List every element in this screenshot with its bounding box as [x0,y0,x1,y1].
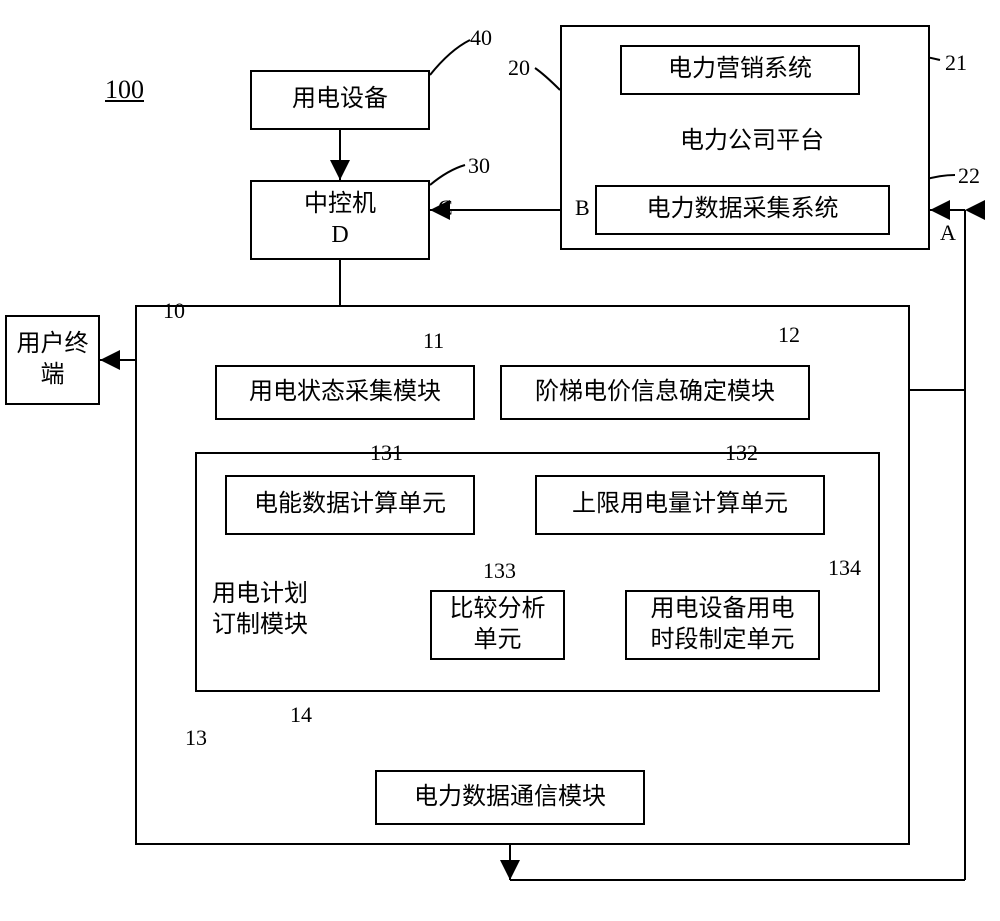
letter-A: A [940,220,956,246]
box-tiered-price-info-label: 阶梯电价信息确定模块 [535,377,775,408]
ref-10: 10 [163,298,185,324]
box-electric-equipment-label: 用电设备 [292,84,388,115]
ref-14: 14 [290,702,312,728]
ref-30: 30 [468,153,490,179]
ref-22: 22 [958,163,980,189]
box-tiered-price-info: 阶梯电价信息确定模块 [500,365,810,420]
box-period-setting-unit-label: 用电设备用电 时段制定单元 [651,594,795,656]
box-upper-limit-calc-unit-label: 上限用电量计算单元 [572,489,788,520]
box-energy-calc-unit: 电能数据计算单元 [225,475,475,535]
box-user-terminal-label: 用户终 端 [17,329,89,391]
ref-131: 131 [370,440,403,466]
box-plan-module-13-label: 用电计划 订制模块 [212,579,308,641]
box-central-controller: 中控机 D [250,180,430,260]
label-platform: 电力公司平台 [680,120,824,155]
ref-13: 13 [185,725,207,751]
box-power-state-collection-label: 用电状态采集模块 [249,377,441,408]
ref-20: 20 [508,55,530,81]
box-upper-limit-calc-unit: 上限用电量计算单元 [535,475,825,535]
box-period-setting-unit: 用电设备用电 时段制定单元 [625,590,820,660]
ref-21: 21 [945,50,967,76]
box-energy-calc-unit-label: 电能数据计算单元 [254,489,446,520]
box-central-controller-label: 中控机 [304,189,376,220]
box-marketing-system: 电力营销系统 [620,45,860,95]
diagram-title: 100 [105,75,144,105]
box-electric-equipment: 用电设备 [250,70,430,130]
box-data-collection-system: 电力数据采集系统 [595,185,890,235]
box-user-terminal: 用户终 端 [5,315,100,405]
box-data-collection-system-label: 电力数据采集系统 [647,194,839,225]
ref-134: 134 [828,555,861,581]
ref-133: 133 [483,558,516,584]
ref-11: 11 [423,328,444,354]
ref-12: 12 [778,322,800,348]
box-data-comm-module-label: 电力数据通信模块 [414,782,606,813]
letter-C: C [438,195,453,221]
box-data-comm-module: 电力数据通信模块 [375,770,645,825]
box-power-state-collection: 用电状态采集模块 [215,365,475,420]
letter-B: B [575,195,590,221]
box-marketing-system-label: 电力营销系统 [668,54,812,85]
ref-132: 132 [725,440,758,466]
ref-40: 40 [470,25,492,51]
box-compare-unit-label: 比较分析 单元 [450,594,546,656]
box-central-controller-sub: D [331,220,348,251]
box-compare-unit: 比较分析 单元 [430,590,565,660]
